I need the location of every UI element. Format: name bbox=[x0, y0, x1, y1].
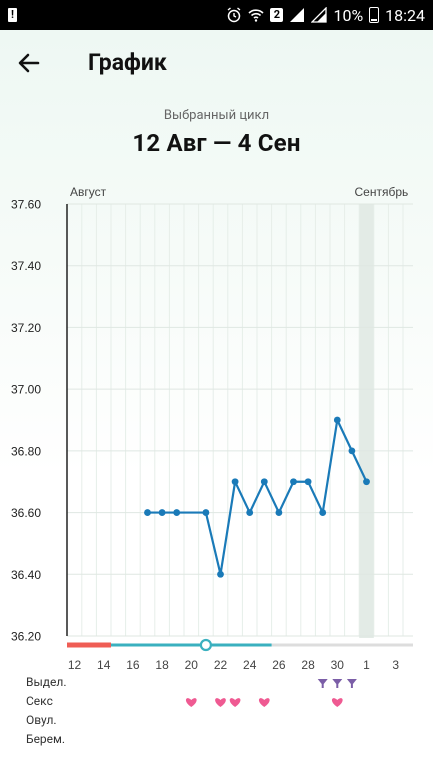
heart-icon[interactable] bbox=[258, 698, 270, 707]
x-tick-label: 1 bbox=[363, 658, 370, 672]
alarm-icon bbox=[228, 7, 241, 23]
temperature-point[interactable] bbox=[290, 478, 297, 486]
month-label: Сентябрь bbox=[355, 185, 409, 199]
temperature-point[interactable] bbox=[217, 570, 224, 578]
highlight-day-column bbox=[359, 204, 374, 638]
tracker-row-label: Выдел. bbox=[26, 675, 67, 689]
x-tick-label: 30 bbox=[331, 658, 345, 672]
sim-2-icon: 2 bbox=[270, 8, 284, 22]
y-tick-label: 36.60 bbox=[11, 506, 41, 520]
temperature-point[interactable] bbox=[231, 478, 239, 486]
temperature-point[interactable] bbox=[363, 478, 370, 486]
month-label: Август bbox=[70, 185, 107, 199]
x-tick-label: 14 bbox=[97, 658, 111, 672]
arrow-left-icon[interactable] bbox=[14, 48, 44, 78]
y-tick-label: 37.20 bbox=[11, 321, 41, 335]
x-tick-label: 18 bbox=[155, 658, 169, 672]
heart-icon[interactable] bbox=[215, 698, 226, 707]
tracker-row-label: Берем. bbox=[26, 732, 66, 746]
clock: 18:24 bbox=[385, 5, 425, 25]
x-tick-label: 3 bbox=[392, 658, 399, 672]
signal-icon-2 bbox=[311, 7, 328, 23]
status-bar: ! 2 10% 18:24 bbox=[0, 0, 433, 30]
temperature-point[interactable] bbox=[158, 509, 166, 516]
x-tick-label: 12 bbox=[68, 658, 82, 672]
temperature-point[interactable] bbox=[304, 478, 312, 486]
discharge-icon[interactable] bbox=[346, 679, 357, 688]
temperature-point[interactable] bbox=[260, 478, 268, 486]
page-title: График bbox=[88, 49, 167, 76]
temperature-point[interactable] bbox=[333, 416, 341, 424]
x-tick-label: 26 bbox=[272, 658, 286, 672]
tracker-row-label: Овул. bbox=[26, 713, 57, 727]
temperature-point[interactable] bbox=[348, 447, 356, 455]
battery-text: 10% bbox=[333, 5, 364, 25]
temperature-point[interactable] bbox=[202, 509, 210, 516]
discharge-icon[interactable] bbox=[317, 679, 328, 688]
toolbar: График bbox=[0, 30, 433, 96]
cycle-caption: Выбранный цикл bbox=[163, 108, 270, 123]
x-tick-label: 16 bbox=[126, 658, 140, 672]
y-tick-label: 36.40 bbox=[11, 568, 41, 582]
app-screen: График Выбранный цикл 12 Авг — 4 Сен 37.… bbox=[0, 30, 433, 770]
temperature-chart[interactable]: 37.60 37.40 37.20 37.00 36.80 36.60 36.40 36.20… bbox=[0, 178, 433, 738]
notification-icon: ! bbox=[8, 8, 17, 22]
temperature-point[interactable] bbox=[275, 509, 283, 516]
signal-icon bbox=[290, 8, 305, 22]
temperature-point[interactable] bbox=[319, 509, 327, 516]
wifi-icon bbox=[248, 9, 265, 22]
heart-icon[interactable] bbox=[185, 698, 197, 707]
selected-day-marker[interactable] bbox=[199, 638, 212, 652]
discharge-icon[interactable] bbox=[332, 679, 343, 688]
x-tick-label: 20 bbox=[185, 658, 199, 672]
temperature-point[interactable] bbox=[173, 509, 181, 516]
y-tick-label: 36.20 bbox=[11, 630, 41, 644]
x-tick-label: 22 bbox=[214, 658, 228, 672]
temperature-point[interactable] bbox=[246, 509, 254, 516]
x-tick-label: 28 bbox=[301, 658, 315, 672]
tracker-row-label: Секс bbox=[26, 694, 53, 708]
cycle-range[interactable]: 12 Авг — 4 Сен bbox=[132, 129, 301, 157]
y-tick-label: 37.40 bbox=[11, 259, 41, 273]
heart-icon[interactable] bbox=[331, 698, 343, 707]
x-tick-label: 24 bbox=[243, 658, 257, 672]
y-tick-label: 37.60 bbox=[11, 198, 41, 212]
y-tick-label: 37.00 bbox=[11, 383, 41, 397]
temperature-point[interactable] bbox=[144, 509, 151, 516]
y-tick-label: 36.80 bbox=[11, 444, 41, 458]
battery-icon bbox=[369, 7, 380, 23]
heart-icon[interactable] bbox=[229, 698, 241, 707]
